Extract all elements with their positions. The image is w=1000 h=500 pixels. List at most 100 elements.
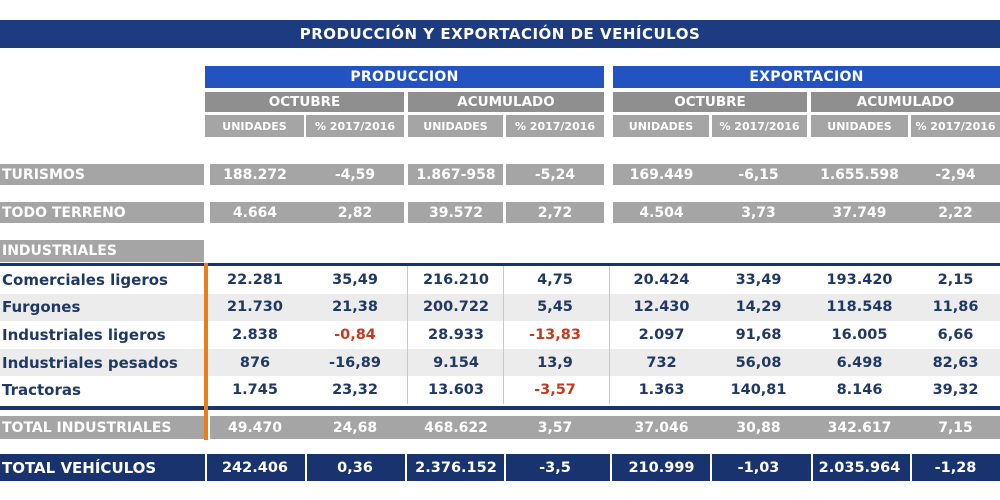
cell-value: 2.376.152 — [415, 459, 497, 476]
col-header-unidades: UNIDADES — [205, 115, 304, 137]
cell-value: -1,28 — [934, 459, 977, 476]
row-data-band — [0, 454, 1000, 481]
cell-value: 20.424 — [633, 271, 690, 288]
cell-value: 23,32 — [332, 382, 378, 399]
table-row: Industriales pesados 876 -16,89 9.154 13,9 73… — [0, 348, 1000, 377]
row-label: TOTAL VEHÍCULOS — [2, 458, 157, 477]
row-data-band — [613, 202, 1000, 223]
cell-value: -6,15 — [738, 166, 779, 183]
column-separator — [504, 454, 506, 481]
cell-value: -1,03 — [737, 459, 780, 476]
cell-value: 2.035.964 — [818, 459, 901, 476]
cell-value: 8.146 — [836, 382, 883, 399]
cell-value: 21.730 — [227, 299, 283, 316]
cell-value: -16,89 — [329, 354, 381, 371]
cell-value: 2,15 — [937, 271, 974, 288]
cell-value: 193.420 — [826, 271, 893, 288]
col-group-produccion: PRODUCCION — [205, 66, 604, 88]
cell-value: 4.504 — [639, 204, 684, 221]
row-label: Industriales pesados — [2, 353, 178, 372]
col-period-exportacion-octubre: OCTUBRE — [613, 92, 807, 112]
grid-line — [407, 266, 408, 404]
page-title: PRODUCCIÓN Y EXPORTACIÓN DE VEHÍCULOS — [0, 20, 1000, 48]
table-row: TODO TERRENO 4.664 2,82 39.572 2,72 4.504 3,73… — [0, 202, 1000, 223]
column-separator — [610, 454, 612, 481]
cell-value: 732 — [646, 354, 677, 371]
cell-value: 1.655.598 — [820, 166, 899, 183]
cell-value: 1.363 — [638, 382, 685, 399]
cell-value: 24,68 — [332, 419, 378, 436]
grid-line — [503, 266, 504, 404]
table-row: Comerciales ligeros 22.281 35,49 216.210 4,7… — [0, 266, 1000, 294]
row-shade — [0, 293, 1000, 322]
col-period-produccion-acumulado: ACUMULADO — [408, 92, 604, 112]
row-label: TOTAL INDUSTRIALES — [2, 419, 172, 436]
cell-value: 37.749 — [832, 204, 887, 221]
cell-value: 9.154 — [433, 354, 479, 371]
divider-industriales-bottom — [0, 406, 1000, 410]
cell-value: 5,45 — [537, 299, 573, 316]
row-label-band — [0, 164, 204, 185]
column-separator — [205, 454, 207, 481]
row-label-band — [0, 416, 204, 439]
row-shade — [0, 348, 1000, 377]
cell-value: 13.603 — [428, 382, 484, 399]
cell-value: 2.838 — [232, 326, 278, 343]
row-data-band — [210, 164, 404, 185]
row-data-band — [408, 164, 503, 185]
row-label: Furgones — [2, 298, 81, 317]
col-header-pct-2017-2016: % 2017/2016 — [306, 115, 404, 137]
cell-value: 468.622 — [424, 419, 488, 436]
column-separator — [710, 454, 712, 481]
cell-value: 242.406 — [221, 459, 289, 476]
column-separator — [405, 454, 407, 481]
column-separator — [305, 454, 307, 481]
row-label: Comerciales ligeros — [2, 270, 168, 289]
column-separator — [910, 454, 912, 481]
table-row: TURISMOS 188.272 -4,59 1.867-958 -5,24 169.44… — [0, 164, 1000, 185]
cell-value: 22.281 — [227, 271, 283, 288]
row-label: Tractoras — [2, 381, 81, 400]
col-header-pct-2017-2016: % 2017/2016 — [506, 115, 604, 137]
cell-value: 82,63 — [932, 354, 979, 371]
cell-value: 2,82 — [337, 204, 373, 221]
table-row: TOTAL INDUSTRIALES 49.470 24,68 468.622 3,57… — [0, 416, 1000, 439]
row-label: TODO TERRENO — [2, 204, 126, 221]
cell-value: 6.498 — [836, 354, 883, 371]
cell-value: 216.210 — [422, 271, 490, 288]
cell-value: 91,68 — [735, 326, 782, 343]
section-band — [0, 240, 204, 262]
cell-value: 188.272 — [223, 166, 287, 183]
cell-value: -3,5 — [539, 459, 571, 476]
table-row: Industriales ligeros 2.838 -0,84 28.933 -13,… — [0, 321, 1000, 349]
cell-value: 28.933 — [428, 326, 484, 343]
col-header-unidades: UNIDADES — [811, 115, 908, 137]
col-period-exportacion-acumulado: ACUMULADO — [811, 92, 1000, 112]
cell-value: 39.572 — [428, 204, 484, 221]
row-data-band — [210, 202, 404, 223]
cell-value: 49.470 — [227, 419, 283, 436]
cell-value: -2,94 — [935, 166, 976, 183]
cell-value: 210.999 — [628, 459, 695, 476]
row-label: INDUSTRIALES — [2, 243, 117, 259]
cell-value: -3,57 — [534, 382, 576, 399]
cell-value: 342.617 — [827, 419, 892, 436]
cell-value: 37.046 — [634, 419, 689, 436]
row-data-band — [613, 164, 1000, 185]
cell-value: 56,08 — [735, 354, 782, 371]
cell-value: 11,86 — [932, 299, 979, 316]
cell-value: 876 — [239, 354, 271, 371]
cell-value: -0,84 — [334, 326, 376, 343]
cell-value: 39,32 — [932, 382, 979, 399]
cell-value: 4.664 — [232, 204, 278, 221]
col-period-produccion-octubre: OCTUBRE — [205, 92, 404, 112]
grid-line — [609, 266, 610, 404]
cell-value: 33,49 — [735, 271, 782, 288]
row-label: Industriales ligeros — [2, 325, 166, 344]
cell-value: 118.548 — [826, 299, 893, 316]
cell-value: -5,24 — [534, 166, 576, 183]
cell-value: 16.005 — [831, 326, 888, 343]
cell-value: 0,36 — [337, 459, 373, 476]
cell-value: 169.449 — [629, 166, 694, 183]
